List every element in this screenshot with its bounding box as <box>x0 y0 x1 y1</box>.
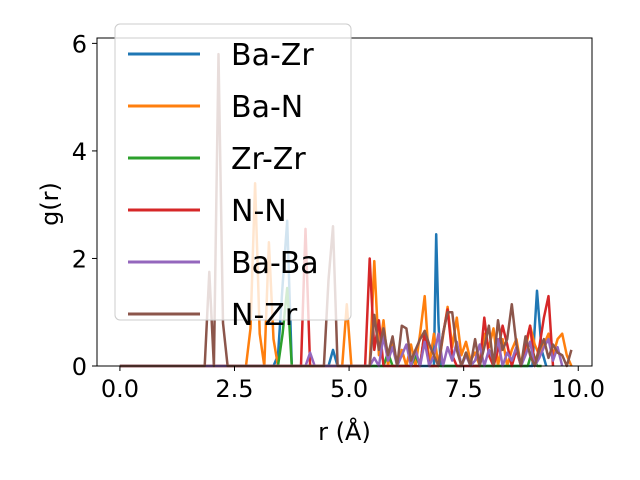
x-tick-label: 7.5 <box>445 375 483 403</box>
y-tick-label: 2 <box>72 245 87 273</box>
legend-label-0: Ba-Zr <box>231 38 314 73</box>
x-tick-label: 10.0 <box>552 375 605 403</box>
y-tick-label: 4 <box>72 138 87 166</box>
x-tick-label: 2.5 <box>215 375 253 403</box>
legend: Ba-Zr Ba-N Zr-Zr N-N Ba-Ba N-Zr <box>114 23 352 333</box>
y-ticks: 0 2 4 6 <box>72 30 97 381</box>
x-tick-label: 0.0 <box>101 375 139 403</box>
x-tick-label: 5.0 <box>330 375 368 403</box>
legend-label-2: Zr-Zr <box>231 142 306 177</box>
legend-label-1: Ba-N <box>231 90 303 125</box>
y-tick-label: 6 <box>72 30 87 58</box>
legend-label-3: N-N <box>231 194 287 229</box>
x-axis-label: r (Å) <box>318 417 371 446</box>
legend-box <box>114 23 352 321</box>
x-ticks: 0.0 2.5 5.0 7.5 10.0 <box>101 366 605 403</box>
y-tick-label: 0 <box>72 353 87 381</box>
legend-label-5: N-Zr <box>231 298 298 333</box>
y-axis-label: g(r) <box>36 182 64 226</box>
legend-label-4: Ba-Ba <box>231 246 319 281</box>
